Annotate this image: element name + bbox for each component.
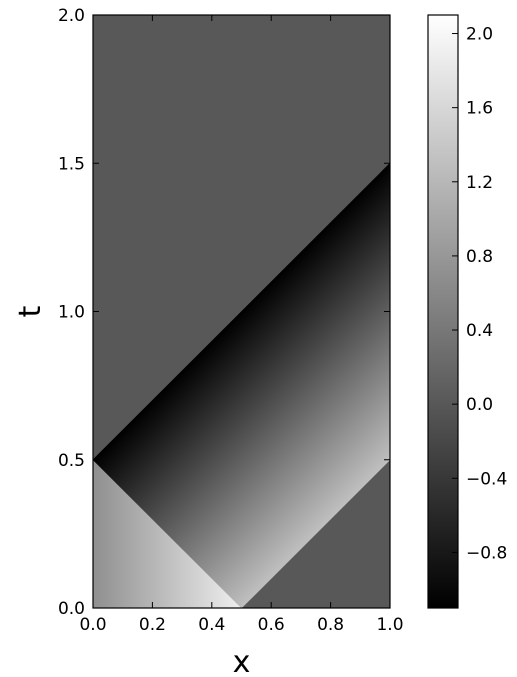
x-tick-label: 0.2	[139, 615, 166, 635]
colorbar-tick-label: 0.4	[466, 321, 493, 341]
colorbar-tick-label: −0.8	[466, 543, 507, 563]
colorbar-tick-label: 1.6	[466, 99, 493, 119]
colorbar-tick-label: 1.2	[466, 173, 493, 193]
y-tick-label: 2.0	[58, 6, 85, 26]
colorbar-tick-label: −0.4	[466, 469, 507, 489]
y-tick-label: 1.5	[58, 154, 85, 174]
colorbar-frame	[427, 14, 459, 609]
colorbar-tick-label: 2.0	[466, 25, 493, 45]
x-axis-label: x	[233, 645, 251, 677]
y-tick-label: 0.5	[58, 451, 85, 471]
y-axis-label: t	[13, 305, 48, 317]
colorbar	[428, 15, 458, 608]
x-tick-label: 0.0	[79, 615, 106, 635]
x-tick-label: 0.6	[258, 615, 285, 635]
x-tick-label: 0.4	[198, 615, 225, 635]
x-tick-label: 1.0	[376, 615, 403, 635]
colorbar-tick-label: 0.8	[466, 247, 493, 267]
y-tick-label: 0.0	[58, 599, 85, 619]
x-tick-label: 0.8	[317, 615, 344, 635]
y-tick-label: 1.0	[58, 303, 85, 323]
colorbar-tick-label: 0.0	[466, 395, 493, 415]
